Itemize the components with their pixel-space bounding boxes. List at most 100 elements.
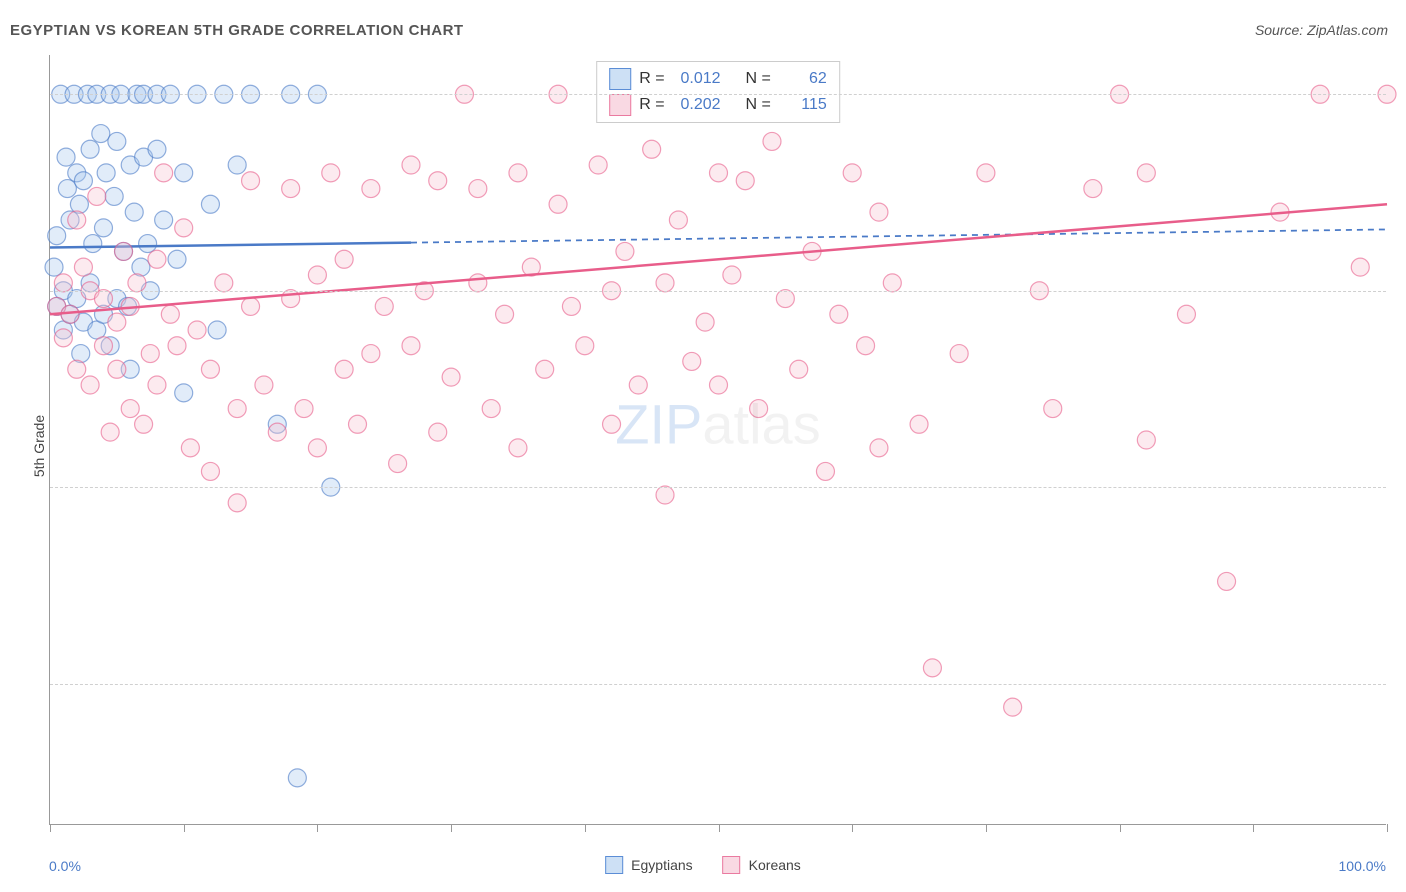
data-point bbox=[139, 235, 157, 253]
y-tick-label: 95.0% bbox=[1396, 479, 1406, 495]
x-tick bbox=[719, 824, 720, 832]
data-point bbox=[883, 274, 901, 292]
data-point bbox=[282, 290, 300, 308]
data-point bbox=[616, 242, 634, 260]
stat-n-value: 62 bbox=[779, 70, 827, 88]
data-point bbox=[750, 400, 768, 418]
trend-line bbox=[50, 204, 1387, 314]
stat-n-label: N = bbox=[745, 96, 770, 114]
data-point bbox=[201, 195, 219, 213]
data-point bbox=[710, 164, 728, 182]
data-point bbox=[362, 345, 380, 363]
data-point bbox=[349, 415, 367, 433]
data-point bbox=[429, 172, 447, 190]
data-point bbox=[816, 462, 834, 480]
data-point bbox=[141, 345, 159, 363]
data-point bbox=[228, 494, 246, 512]
stat-r-value: 0.202 bbox=[673, 96, 721, 114]
data-point bbox=[94, 337, 112, 355]
data-point bbox=[857, 337, 875, 355]
data-point bbox=[228, 400, 246, 418]
data-point bbox=[92, 125, 110, 143]
data-point bbox=[776, 290, 794, 308]
data-point bbox=[509, 439, 527, 457]
data-point bbox=[656, 274, 674, 292]
stats-legend: R =0.012 N =62R =0.202 N =115 bbox=[596, 61, 840, 123]
data-point bbox=[74, 172, 92, 190]
data-point bbox=[442, 368, 460, 386]
data-point bbox=[208, 321, 226, 339]
data-point bbox=[268, 423, 286, 441]
data-point bbox=[295, 400, 313, 418]
data-point bbox=[629, 376, 647, 394]
data-point bbox=[288, 769, 306, 787]
data-point bbox=[830, 305, 848, 323]
series-legend: EgyptiansKoreans bbox=[605, 856, 801, 874]
data-point bbox=[201, 360, 219, 378]
data-point bbox=[108, 132, 126, 150]
data-point bbox=[57, 148, 75, 166]
data-point bbox=[81, 376, 99, 394]
data-point bbox=[1177, 305, 1195, 323]
data-point bbox=[763, 132, 781, 150]
x-axis-min-label: 0.0% bbox=[49, 858, 81, 874]
data-point bbox=[308, 439, 326, 457]
data-point bbox=[389, 455, 407, 473]
data-point bbox=[81, 140, 99, 158]
data-point bbox=[643, 140, 661, 158]
gridline bbox=[50, 94, 1386, 95]
data-point bbox=[870, 203, 888, 221]
data-point bbox=[736, 172, 754, 190]
legend-item: Koreans bbox=[723, 856, 801, 874]
y-tick-label: 97.5% bbox=[1396, 283, 1406, 299]
data-point bbox=[255, 376, 273, 394]
x-tick bbox=[184, 824, 185, 832]
data-point bbox=[710, 376, 728, 394]
data-point bbox=[362, 180, 380, 198]
data-point bbox=[148, 250, 166, 268]
data-point bbox=[70, 195, 88, 213]
data-point bbox=[84, 235, 102, 253]
data-point bbox=[429, 423, 447, 441]
stat-r-value: 0.012 bbox=[673, 70, 721, 88]
x-tick bbox=[1120, 824, 1121, 832]
x-tick bbox=[585, 824, 586, 832]
data-point bbox=[923, 659, 941, 677]
data-point bbox=[1137, 431, 1155, 449]
x-axis-max-label: 100.0% bbox=[1339, 858, 1386, 874]
data-point bbox=[58, 180, 76, 198]
data-point bbox=[168, 337, 186, 355]
legend-swatch bbox=[723, 856, 741, 874]
data-point bbox=[128, 274, 146, 292]
x-tick bbox=[852, 824, 853, 832]
data-point bbox=[335, 250, 353, 268]
data-point bbox=[108, 313, 126, 331]
x-tick bbox=[986, 824, 987, 832]
data-point bbox=[308, 266, 326, 284]
data-point bbox=[1044, 400, 1062, 418]
data-point bbox=[375, 297, 393, 315]
data-point bbox=[94, 290, 112, 308]
x-tick bbox=[1253, 824, 1254, 832]
data-point bbox=[48, 227, 66, 245]
data-point bbox=[242, 172, 260, 190]
data-point bbox=[282, 180, 300, 198]
data-point bbox=[656, 486, 674, 504]
data-point bbox=[215, 274, 233, 292]
data-point bbox=[121, 400, 139, 418]
data-point bbox=[1004, 698, 1022, 716]
gridline bbox=[50, 684, 1386, 685]
trend-line-dashed bbox=[411, 229, 1387, 242]
data-point bbox=[168, 250, 186, 268]
data-point bbox=[723, 266, 741, 284]
data-point bbox=[603, 415, 621, 433]
data-point bbox=[683, 352, 701, 370]
data-point bbox=[469, 274, 487, 292]
scatter-svg bbox=[50, 55, 1386, 824]
data-point bbox=[132, 258, 150, 276]
legend-swatch bbox=[605, 856, 623, 874]
data-point bbox=[509, 164, 527, 182]
data-point bbox=[1218, 572, 1236, 590]
x-tick bbox=[451, 824, 452, 832]
data-point bbox=[108, 360, 126, 378]
